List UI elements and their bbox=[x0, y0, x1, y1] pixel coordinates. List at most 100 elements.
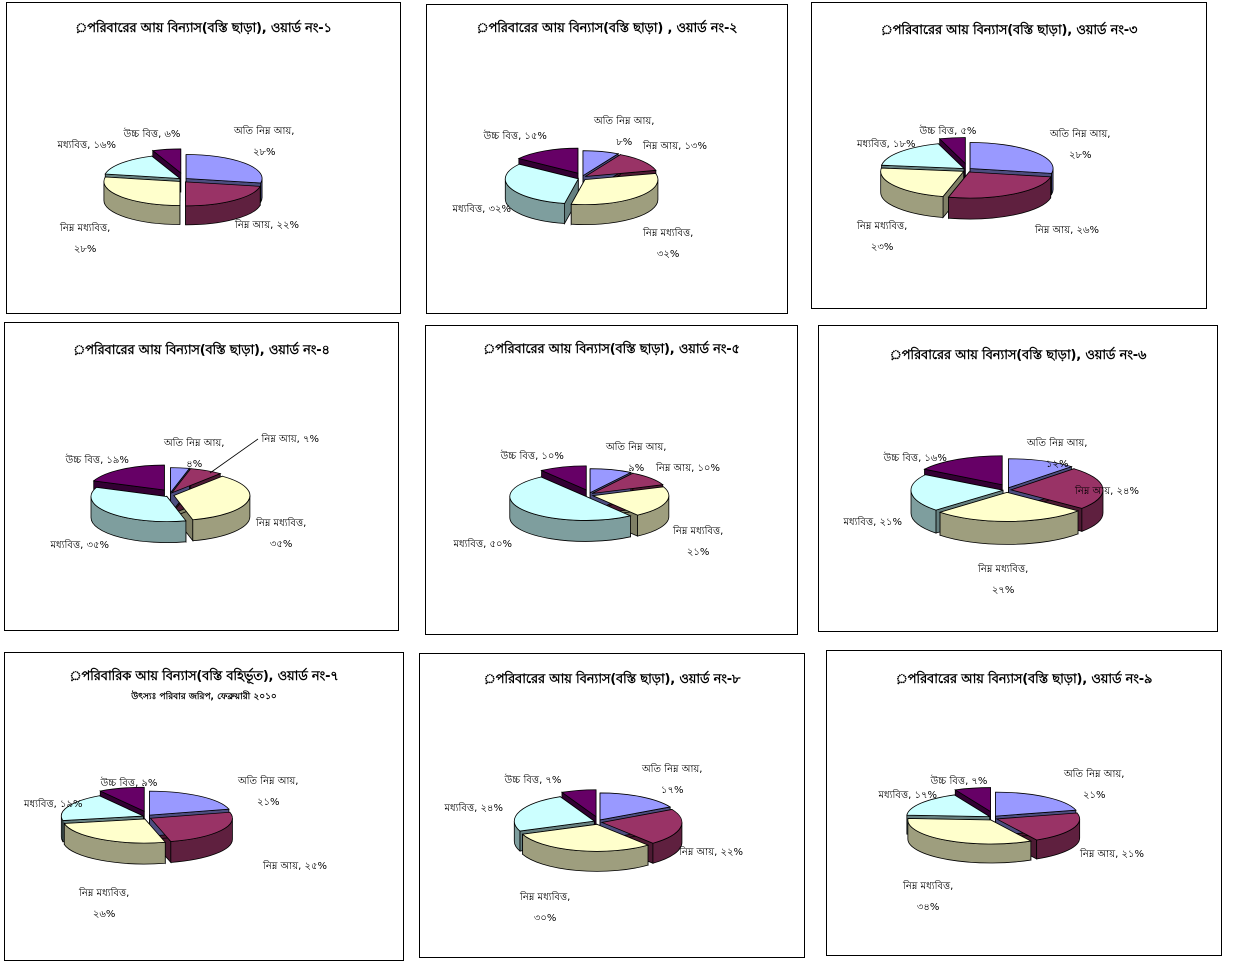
data-label-nimno-aay: নিম্ন আয়, ১০% bbox=[656, 458, 720, 479]
pie-slice-moddhobitto bbox=[910, 474, 1004, 511]
data-label-line: উচ্চ বিত্ত, ৭% bbox=[930, 776, 988, 787]
data-label-line: মধ্যবিত্ত, ৩৫% bbox=[50, 540, 110, 551]
data-label-ati-nimno-aay: অতি নিম্ন আয়, ২৮% bbox=[234, 121, 294, 163]
chart-panel-ward-4: ়পরিবারের আয় বিন্যাস(বস্তি ছাড়া), ওয়া… bbox=[4, 322, 399, 631]
chart-panel-ward-6: ়পরিবারের আয় বিন্যাস(বস্তি ছাড়া), ওয়া… bbox=[818, 325, 1218, 632]
data-label-moddhobitto: মধ্যবিত্ত, ১৯% bbox=[24, 794, 82, 815]
pie-slice-ati-nimno-aay bbox=[969, 142, 1054, 174]
pie-slice-nimno-aay bbox=[149, 811, 233, 842]
chart-title: ়পরিবারের আয় বিন্যাস(বস্তি ছাড়া), ওয়া… bbox=[483, 342, 740, 357]
pie-slice-ati-nimno-aay bbox=[995, 791, 1077, 817]
pie-slice-nimno-moddhobitto bbox=[907, 818, 1033, 845]
data-label-line: নিম্ন মধ্যবিত্ত, bbox=[978, 564, 1029, 575]
data-label-line: নিম্ন মধ্যবিত্ত, bbox=[643, 228, 694, 239]
data-label-line: ২১% bbox=[256, 797, 280, 808]
data-label-nimno-aay: নিম্ন আয়, ২৫% bbox=[263, 856, 327, 877]
data-label-line: নিম্ন মধ্যবিত্ত, bbox=[673, 526, 724, 537]
data-label-line: নিম্ন আয়, ১৩% bbox=[643, 141, 707, 152]
data-label-line: উচ্চ বিত্ত, ৭% bbox=[504, 775, 562, 786]
data-label-nimno-aay: নিম্ন আয়, ২২% bbox=[235, 215, 299, 236]
pie-slice-uccho-bitto bbox=[954, 787, 991, 813]
data-label-ati-nimno-aay: অতি নিম্ন আয়, ৪% bbox=[164, 433, 224, 475]
data-label-line: ৩০% bbox=[533, 913, 557, 924]
data-label-ati-nimno-aay: অতি নিম্ন আয়, ৮% bbox=[594, 111, 654, 153]
data-label-ati-nimno-aay: অতি নিম্ন আয়, ১২% bbox=[1027, 433, 1087, 475]
data-label-uccho-bitto: উচ্চ বিত্ত, ১০% bbox=[501, 446, 564, 467]
chart-panel-ward-3: ়পরিবারের আয় বিন্যাস(বস্তি ছাড়া), ওয়া… bbox=[811, 2, 1207, 309]
data-label-line: নিম্ন আয়, ৭% bbox=[261, 434, 319, 445]
data-label-line: মধ্যবিত্ত, ২৪% bbox=[444, 803, 504, 814]
data-label-line: ১২% bbox=[1045, 459, 1069, 470]
pie-chart-3d bbox=[910, 455, 1104, 545]
data-label-uccho-bitto: উচ্চ বিত্ত, ৫% bbox=[920, 121, 977, 142]
data-label-line: অতি নিম্ন আয়, bbox=[642, 764, 703, 775]
data-label-nimno-aay: নিম্ন আয়, ২৪% bbox=[1075, 481, 1139, 502]
data-label-ati-nimno-aay: অতি নিম্ন আয়, ৯% bbox=[606, 437, 666, 479]
pie-slice-ati-nimno-aay bbox=[149, 790, 230, 816]
data-label-nimno-moddhobitto: নিম্ন মধ্যবিত্ত, ২৩% bbox=[857, 216, 907, 258]
data-label-line: ২৮% bbox=[252, 147, 276, 158]
data-label-line: অতি নিম্ন আয়, bbox=[238, 776, 299, 787]
data-label-uccho-bitto: উচ্চ বিত্ত, ১৫% bbox=[484, 126, 547, 147]
data-label-line: অতি নিম্ন আয়, bbox=[164, 438, 225, 449]
data-label-moddhobitto: মধ্যবিত্ত, ৩৫% bbox=[51, 535, 110, 556]
chart-title: ়পরিবারের আয় বিন্যাস(বস্তি ছাড়া), ওয়া… bbox=[889, 348, 1147, 363]
pie-slice-nimno-aay bbox=[185, 181, 261, 207]
chart-panel-ward-9: ়পরিবারের আয় বিন্যাস(বস্তি ছাড়া), ওয়া… bbox=[826, 650, 1222, 956]
data-label-nimno-aay: নিম্ন আয়, ৭% bbox=[262, 429, 319, 450]
data-label-moddhobitto: মধ্যবিত্ত, ৫০% bbox=[454, 534, 513, 555]
data-label-nimno-aay: নিম্ন আয়, ২১% bbox=[1080, 844, 1144, 865]
data-label-line: অতি নিম্ন আয়, bbox=[1027, 438, 1088, 449]
data-label-moddhobitto: মধ্যবিত্ত, ১৬% bbox=[58, 135, 117, 156]
data-label-ati-nimno-aay: অতি নিম্ন আয়, ১৭% bbox=[642, 759, 702, 801]
data-label-line: নিম্ন আয়, ২১% bbox=[1080, 849, 1144, 860]
data-label-nimno-moddhobitto: নিম্ন মধ্যবিত্ত, ২১% bbox=[673, 521, 723, 563]
chart-panel-ward-2: ়পরিবারের আয় বিন্যাস(বস্তি ছাড়া) , ওয়… bbox=[426, 4, 788, 314]
pie-chart-3d bbox=[103, 148, 263, 226]
data-label-line: নিম্ন মধ্যবিত্ত, bbox=[256, 518, 307, 529]
pie-slice-nimno-aay bbox=[995, 812, 1081, 841]
data-label-line: নিম্ন আয়, ১০% bbox=[656, 463, 720, 474]
data-label-moddhobitto: মধ্যবিত্ত, ১৮% bbox=[857, 134, 915, 155]
data-label-nimno-moddhobitto: নিম্ন মধ্যবিত্ত, ২৬% bbox=[79, 883, 129, 925]
data-label-nimno-aay: নিম্ন আয়, ২৬% bbox=[1035, 220, 1099, 241]
pie-slice-nimno-aay bbox=[591, 472, 664, 494]
data-label-nimno-aay: নিম্ন আয়, ২২% bbox=[679, 842, 743, 863]
data-label-line: অতি নিম্ন আয়, bbox=[1064, 769, 1125, 780]
data-label-line: নিম্ন আয়, ২৪% bbox=[1075, 486, 1139, 497]
data-label-line: ৩২% bbox=[656, 249, 680, 260]
data-label-nimno-aay: নিম্ন আয়, ১৩% bbox=[643, 136, 707, 157]
pie-slice-nimno-aay bbox=[1009, 468, 1104, 509]
pie-chart-3d bbox=[504, 147, 659, 226]
chart-title: ়পরিবারের আয় বিন্যাস(বস্তি ছাড়া), ওয়া… bbox=[75, 21, 332, 36]
data-label-line: ২১% bbox=[686, 547, 710, 558]
data-label-line: মধ্যবিত্ত, ১৬% bbox=[57, 140, 117, 151]
data-label-ati-nimno-aay: অতি নিম্ন আয়, ২৮% bbox=[1050, 124, 1110, 166]
data-label-line: মধ্যবিত্ত, ১৯% bbox=[24, 799, 83, 810]
pie-slice-nimno-moddhobitto bbox=[938, 491, 1080, 522]
chart-subtitle: উৎস্যঃ পরিবার জরিপ, ফেব্রুয়ারী ২০১০ bbox=[131, 692, 277, 702]
data-label-line: উচ্চ বিত্ত, ১৯% bbox=[65, 455, 129, 466]
data-label-line: ৪% bbox=[186, 459, 203, 470]
data-label-line: উচ্চ বিত্ত, ১৬% bbox=[883, 453, 947, 464]
data-label-line: নিম্ন আয়, ২৬% bbox=[1035, 225, 1099, 236]
chart-title: ়পরিবারের আয় বিন্যাস(বস্তি ছাড়া), ওয়া… bbox=[880, 23, 1138, 38]
pie-chart-3d bbox=[906, 787, 1081, 864]
pie-slice-moddhobitto bbox=[513, 796, 596, 832]
pie-slice-moddhobitto bbox=[504, 163, 579, 204]
data-label-line: ১৭% bbox=[660, 785, 684, 796]
data-label-line: নিম্ন আয়, ২২% bbox=[235, 220, 299, 231]
pie-chart-3d bbox=[509, 465, 670, 542]
pie-slice-nimno-aay bbox=[170, 468, 222, 494]
data-label-moddhobitto: মধ্যবিত্ত, ২১% bbox=[844, 512, 903, 533]
data-label-moddhobitto: মধ্যবিত্ত, ১৭% bbox=[879, 785, 938, 806]
data-label-line: ২৭% bbox=[991, 585, 1015, 596]
data-label-moddhobitto: মধ্যবিত্ত, ৩২% bbox=[453, 199, 512, 220]
chart-title: ়পরিবারের আয় বিন্যাস(বস্তি ছাড়া), ওয়া… bbox=[483, 672, 741, 687]
data-label-line: ২৬% bbox=[92, 909, 116, 920]
data-label-line: ৮% bbox=[616, 137, 633, 148]
data-label-line: ২৮% bbox=[1068, 150, 1092, 161]
data-label-line: ২৩% bbox=[870, 242, 894, 253]
data-label-nimno-moddhobitto: নিম্ন মধ্যবিত্ত, ৩৪% bbox=[903, 876, 953, 918]
pie-chart-3d bbox=[513, 789, 683, 872]
